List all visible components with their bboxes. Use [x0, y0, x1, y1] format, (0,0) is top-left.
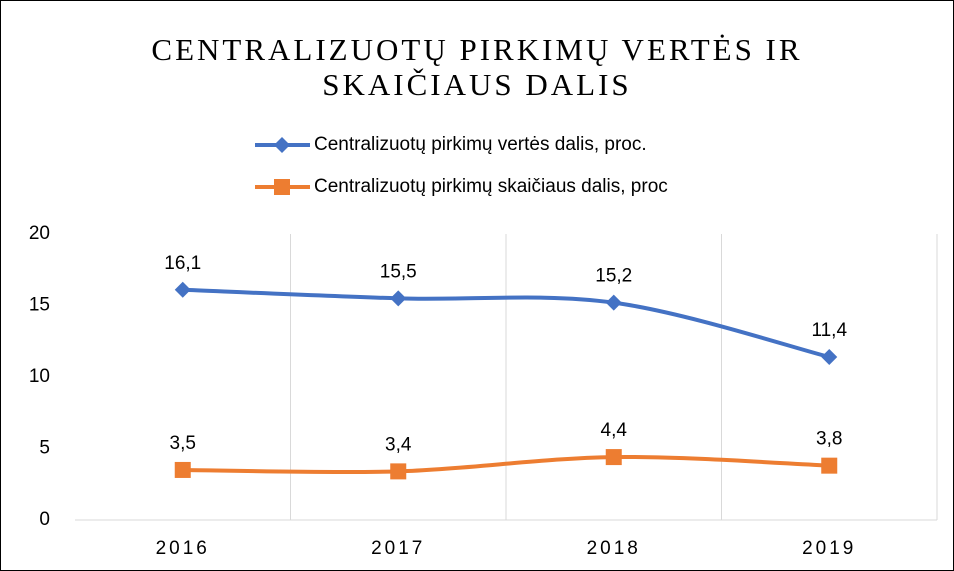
data-point [390, 290, 407, 307]
y-tick-label: 15 [29, 295, 50, 316]
data-point [821, 457, 838, 474]
data-label: 4,4 [601, 420, 628, 441]
y-tick-label: 5 [39, 438, 50, 459]
data-label: 15,2 [595, 266, 632, 287]
y-tick-label: 0 [39, 509, 50, 530]
data-point [605, 449, 622, 466]
data-label: 3,5 [170, 433, 196, 454]
legend-label: Centralizuotų pirkimų vertės dalis, proc… [314, 134, 647, 155]
y-tick-label: 10 [29, 366, 50, 387]
data-point [390, 463, 407, 480]
legend-label: Centralizuotų pirkimų skaičiaus dalis, p… [314, 176, 668, 197]
data-label: 3,4 [385, 434, 412, 455]
data-label: 11,4 [811, 320, 847, 341]
data-label: 15,5 [380, 261, 417, 282]
data-label: 3,8 [816, 429, 842, 450]
data-point [174, 281, 191, 298]
y-tick-label: 20 [29, 223, 50, 244]
chart-title: CENTRALIZUOTŲ PIRKIMŲ VERTĖS IR SKAIČIAU… [151, 32, 803, 102]
series-line [180, 455, 832, 475]
legend-marker [274, 179, 290, 195]
data-point [605, 294, 622, 311]
series-line [180, 287, 832, 359]
legend-marker [274, 137, 290, 153]
data-point [821, 348, 838, 365]
x-tick-label: 2017 [371, 538, 425, 559]
data-label: 16,1 [164, 253, 201, 274]
x-tick-label: 2016 [156, 538, 210, 559]
data-point [174, 461, 191, 478]
x-tick-label: 2018 [587, 538, 641, 559]
x-tick-label: 2019 [802, 538, 856, 559]
